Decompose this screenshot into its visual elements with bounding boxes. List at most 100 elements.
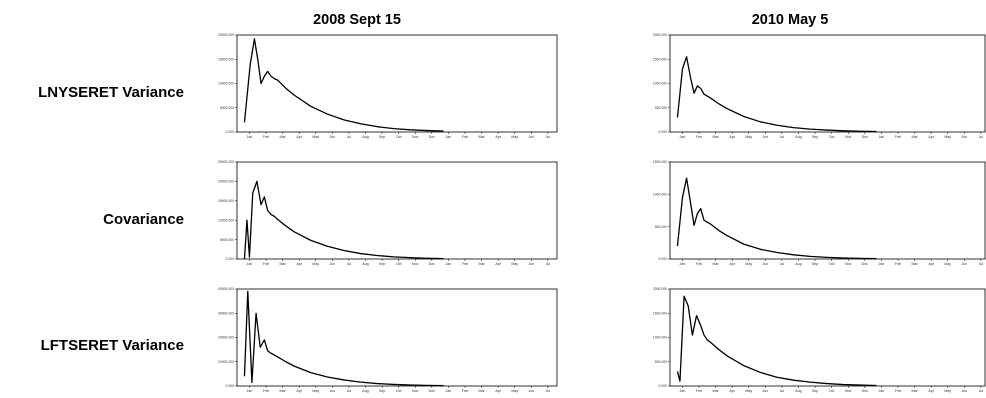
panel-3: 0.000 5000.000 10000.000 15000.000 20000.000… (218, 160, 558, 266)
panel-frame (236, 288, 558, 387)
x-tick-label: Apr (729, 389, 735, 393)
x-tick-label: May (312, 135, 319, 139)
x-tick-label: Jun (762, 135, 768, 139)
y-tick-label: 5000.000 (220, 106, 234, 110)
panel-frame (669, 34, 986, 133)
chart-panels: 0.000 5000.000 10000.000 15000.000 20000.000… (218, 33, 986, 393)
x-tick-label: Sep (812, 262, 818, 266)
y-tick-label: 1000.000 (653, 193, 667, 197)
panel-5: 0.000 10000.000 20000.000 30000.000 40000.00… (218, 287, 558, 393)
y-tick-label: 500.000 (655, 360, 667, 364)
x-tick-label: Jan (879, 262, 885, 266)
x-tick-label: Sep (379, 262, 385, 266)
x-tick-label: Mar (911, 135, 918, 139)
x-tick-label: Jun (762, 389, 768, 393)
x-tick-label: Apr (928, 389, 934, 393)
y-tick-label: 1000.000 (653, 336, 667, 340)
x-tick-label: Feb (895, 262, 901, 266)
x-tick-label: Oct (829, 389, 835, 393)
x-tick-label: Apr (296, 135, 302, 139)
y-tick-label: 25000.000 (218, 160, 234, 164)
x-tick-label: Feb (263, 262, 269, 266)
x-tick-label: Feb (462, 262, 468, 266)
x-tick-label: Oct (396, 389, 402, 393)
row-label-lnyseret-variance: LNYSERET Variance (38, 84, 184, 101)
y-tick-label: 500.000 (655, 225, 667, 229)
x-tick-label: Sep (379, 389, 385, 393)
row-label-lftseret-variance: LFTSERET Variance (41, 337, 184, 354)
y-tick-label: 0.000 (659, 384, 668, 388)
x-tick-label: Jun (961, 262, 967, 266)
x-tick-label: Dec (429, 135, 436, 139)
panel-2: 0.000 500.000 1000.000 1500.000 2000.000 Jan F… (653, 33, 986, 139)
x-tick-label: Dec (862, 389, 869, 393)
y-tick-label: 1000.000 (653, 82, 667, 86)
y-tick-label: 1500.000 (653, 57, 667, 61)
row-label-covariance: Covariance (103, 211, 184, 228)
x-tick-label: Jan (680, 389, 686, 393)
x-tick-label: Apr (495, 262, 501, 266)
x-tick-label: Jun (528, 262, 534, 266)
x-tick-label: Feb (895, 135, 901, 139)
x-tick-label: Apr (928, 135, 934, 139)
x-tick-label: Aug (795, 389, 801, 393)
x-tick-label: Aug (362, 389, 368, 393)
x-tick-label: Jul (347, 389, 352, 393)
data-series-line (243, 290, 444, 387)
y-tick-label: 5000.000 (220, 238, 234, 242)
y-tick-label: 15000.000 (218, 199, 234, 203)
x-tick-label: Dec (862, 262, 869, 266)
x-tick-label: Mar (478, 262, 485, 266)
x-tick-label: Mar (712, 135, 719, 139)
x-tick-label: May (511, 389, 518, 393)
x-tick-label: Nov (845, 389, 852, 393)
x-tick-label: Dec (429, 262, 436, 266)
x-tick-label: Feb (696, 135, 702, 139)
x-tick-label: Nov (412, 389, 419, 393)
x-tick-label: May (312, 262, 319, 266)
y-tick-label: 500.000 (655, 106, 667, 110)
data-series-line (243, 38, 444, 132)
x-tick-label: Jul (979, 262, 984, 266)
x-tick-label: Nov (845, 262, 852, 266)
x-tick-label: Jan (247, 135, 253, 139)
x-tick-label: Jun (762, 262, 768, 266)
panel-frame (236, 161, 558, 260)
data-series-line (676, 56, 877, 133)
y-tick-label: 0.000 (659, 257, 668, 261)
y-tick-label: 40000.000 (218, 287, 234, 291)
x-tick-label: Jan (247, 389, 253, 393)
x-tick-label: Jan (446, 135, 452, 139)
x-tick-label: Feb (696, 389, 702, 393)
x-tick-label: Aug (795, 262, 801, 266)
x-tick-label: Jun (961, 135, 967, 139)
x-tick-label: Dec (862, 135, 869, 139)
x-tick-label: Sep (812, 389, 818, 393)
x-tick-label: Jun (329, 389, 335, 393)
x-tick-label: May (312, 389, 319, 393)
panel-1: 0.000 5000.000 10000.000 15000.000 20000.000… (218, 33, 558, 139)
x-tick-label: Apr (729, 135, 735, 139)
y-tick-label: 1500.000 (653, 311, 667, 315)
x-tick-label: Mar (478, 389, 485, 393)
x-tick-label: Apr (296, 262, 302, 266)
panel-6: 0.000 500.000 1000.000 1500.000 2000.000 Jan F… (653, 287, 986, 393)
column-title-left: 2008 Sept 15 (313, 12, 401, 28)
data-series-line (243, 180, 444, 260)
x-tick-label: Dec (429, 389, 436, 393)
x-tick-label: May (944, 389, 951, 393)
y-tick-label: 2000.000 (653, 33, 667, 37)
x-tick-label: Apr (729, 262, 735, 266)
x-tick-label: Jun (329, 135, 335, 139)
y-tick-label: 20000.000 (218, 336, 234, 340)
x-tick-label: Jan (680, 135, 686, 139)
x-tick-label: Feb (696, 262, 702, 266)
x-tick-label: Apr (495, 135, 501, 139)
x-tick-label: Jul (546, 262, 551, 266)
x-tick-label: Nov (412, 135, 419, 139)
column-title-right: 2010 May 5 (752, 12, 829, 28)
x-tick-label: Apr (296, 389, 302, 393)
x-tick-label: Jul (780, 262, 785, 266)
x-tick-label: Aug (795, 135, 801, 139)
